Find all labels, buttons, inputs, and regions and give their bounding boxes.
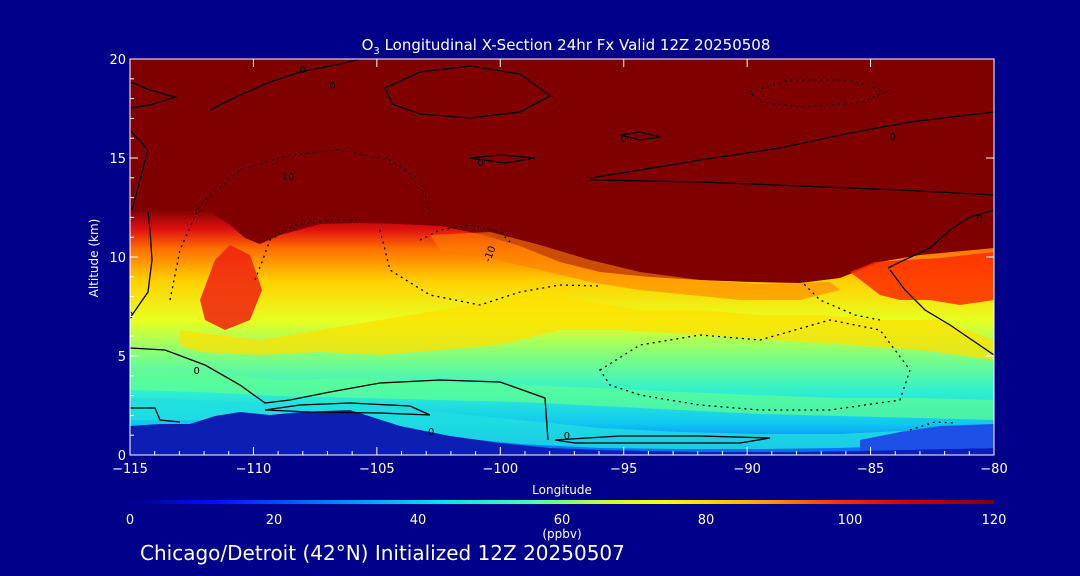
y-tick-label: 15 [109, 152, 126, 167]
contour-label: 0 [329, 81, 335, 92]
x-axis-label: Longitude [532, 483, 592, 497]
upper-trop-red [200, 245, 262, 330]
y-tick-label: 0 [118, 449, 126, 464]
colorbar-tick-label: 40 [410, 513, 427, 528]
contour-label: 0 [428, 427, 434, 438]
colorbar-ticks: 0 20 40 60 80 100 120 [126, 513, 1007, 528]
x-tick-label: −95 [610, 462, 637, 477]
x-tick-label: −115 [112, 462, 148, 477]
contour-label: 0 [477, 158, 483, 169]
location-init-label: Chicago/Detroit (42°N) Initialized 12Z 2… [140, 541, 625, 565]
low-trop-green [130, 370, 994, 420]
contour-label: -10 [483, 245, 499, 264]
x-tick-label: −80 [980, 462, 1007, 477]
colorbar [130, 500, 994, 504]
surface-low [130, 410, 994, 455]
upper-trop-orange [430, 232, 840, 300]
x-axis: −115 −110 −105 −100 −95 −90 −85 −80 [112, 59, 1008, 477]
contour-label: 0 [976, 213, 982, 224]
contour-label: 0 [300, 65, 306, 76]
contour-label: 0 [193, 366, 199, 377]
colorbar-tick-label: 120 [982, 513, 1007, 528]
contour-label: 10 [282, 172, 295, 183]
surface-low-east [860, 424, 994, 450]
y-axis-label: Altitude (km) [87, 219, 101, 298]
colorbar-tick-label: 80 [698, 513, 715, 528]
tropopause-region [130, 59, 994, 283]
x-tick-label: −85 [857, 462, 884, 477]
x-tick-label: −110 [236, 462, 272, 477]
colorbar-tick-label: 100 [838, 513, 863, 528]
mid-trop-yellow [180, 290, 994, 360]
x-tick-label: −90 [733, 462, 760, 477]
contour-lines [130, 59, 994, 444]
y-tick-label: 5 [118, 350, 126, 365]
y-axis: 0 5 10 15 20 [109, 53, 994, 464]
colorbar-unit-label: (ppbv) [542, 527, 581, 541]
y-tick-label: 20 [109, 53, 126, 68]
contour-label: 0 [564, 431, 570, 442]
x-tick-label: −100 [482, 462, 518, 477]
colorbar-tick-label: 20 [266, 513, 283, 528]
colorbar-tick-label: 0 [126, 513, 134, 528]
upper-trop-red-east [850, 252, 994, 305]
contour-label: 0 [621, 134, 627, 145]
x-tick-label: −105 [359, 462, 395, 477]
negative-contours [169, 79, 956, 431]
contour-label: 0 [890, 132, 896, 143]
chart-title: O3 Longitudinal X-Section 24hr Fx Valid … [362, 36, 771, 57]
colorbar-tick-label: 60 [554, 513, 571, 528]
y-tick-label: 10 [109, 251, 126, 266]
